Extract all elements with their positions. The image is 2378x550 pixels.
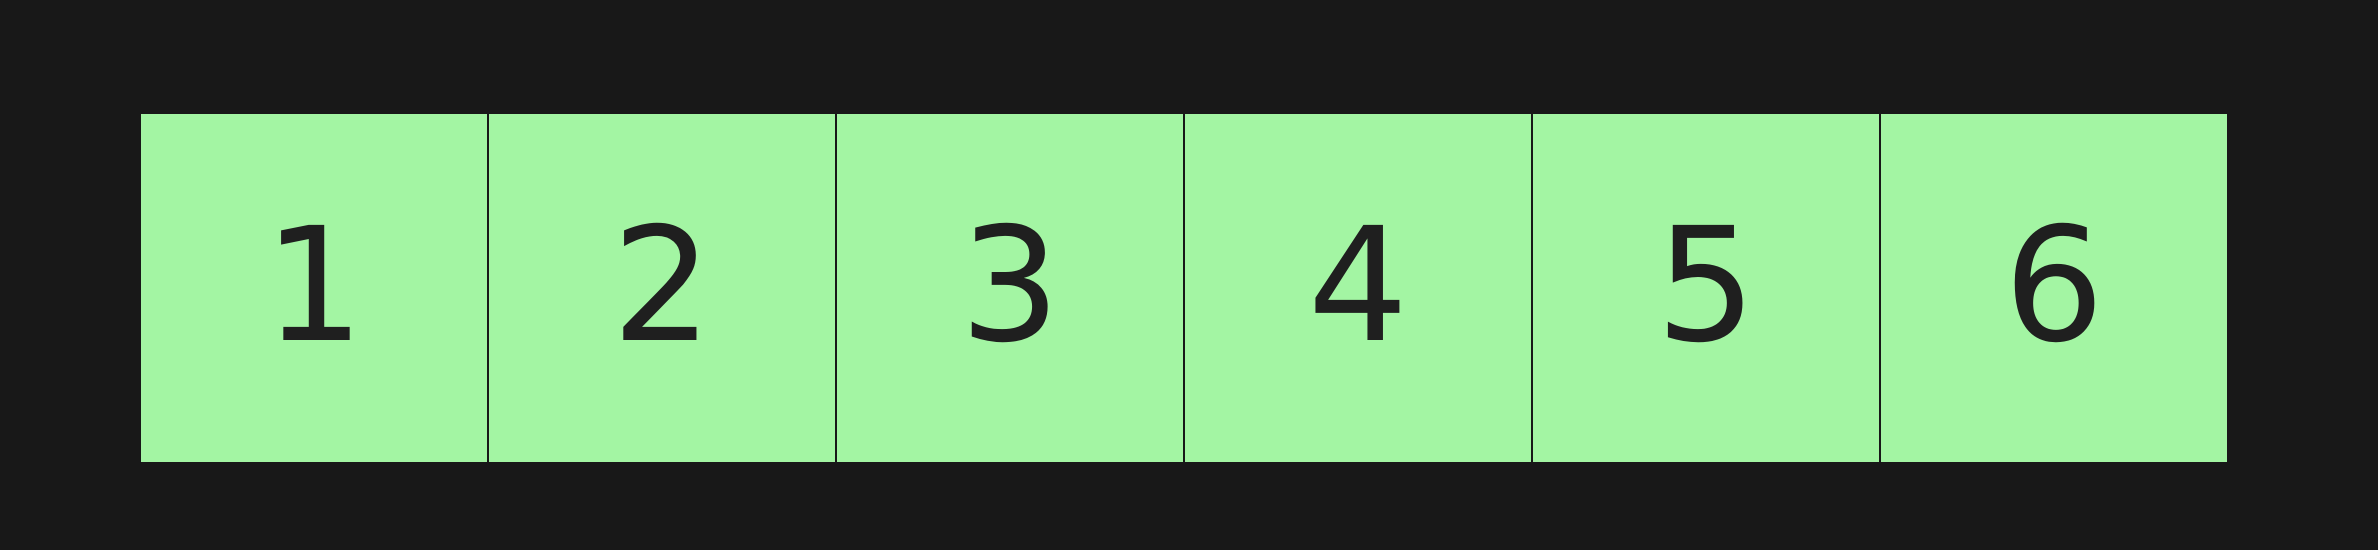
cell-3: 3 — [837, 114, 1185, 462]
cell-5: 5 — [1533, 114, 1881, 462]
cell-label: 4 — [1307, 194, 1409, 378]
cell-row: 1 2 3 4 5 6 — [141, 114, 2227, 462]
cell-label: 5 — [1655, 194, 1757, 378]
cell-4: 4 — [1185, 114, 1533, 462]
cell-label: 2 — [611, 194, 713, 378]
cell-2: 2 — [489, 114, 837, 462]
cell-1: 1 — [141, 114, 489, 462]
cell-6: 6 — [1881, 114, 2227, 462]
cell-label: 3 — [959, 194, 1061, 378]
cell-label: 6 — [2003, 194, 2105, 378]
cell-label: 1 — [263, 194, 365, 378]
